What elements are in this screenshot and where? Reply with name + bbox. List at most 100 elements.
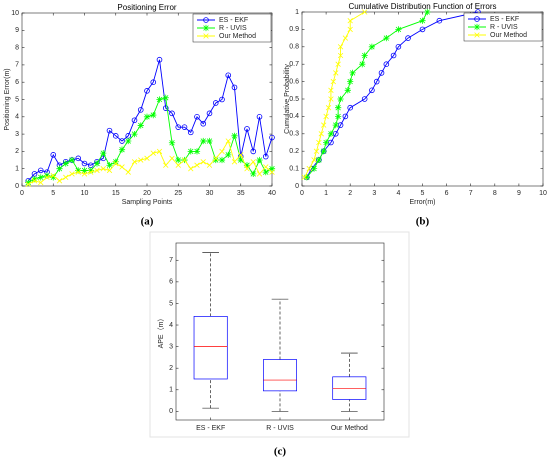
marker: [269, 134, 275, 141]
marker: [106, 167, 113, 174]
x-tick-label: Our Method: [331, 425, 368, 432]
x-tick-label: 10: [539, 190, 547, 197]
marker: [93, 160, 101, 167]
marker: [315, 156, 322, 164]
x-tick-label: 7: [469, 190, 473, 197]
marker: [112, 158, 119, 165]
marker: [131, 159, 138, 165]
marker: [332, 121, 339, 129]
marker: [322, 139, 330, 146]
x-tick-label: 4: [396, 190, 400, 197]
y-tick-label: 6: [169, 279, 173, 286]
x-tick-label: 6: [445, 190, 449, 197]
x-tick-label: R - UVIS: [266, 425, 294, 432]
x-tick-label: 40: [268, 190, 276, 197]
marker: [342, 35, 349, 41]
box: [332, 376, 367, 400]
marker: [395, 26, 402, 33]
y-tick-label: 9: [15, 27, 19, 34]
marker: [347, 18, 353, 24]
marker: [419, 17, 426, 24]
marker: [256, 156, 263, 164]
marker: [119, 138, 125, 144]
marker: [175, 162, 181, 168]
marker: [100, 166, 106, 172]
y-tick-label: 10: [11, 10, 19, 17]
caption: (c): [274, 446, 287, 458]
marker: [37, 167, 44, 174]
marker: [162, 105, 169, 111]
marker: [163, 162, 169, 168]
marker: [361, 52, 368, 59]
y-tick-label: 6: [15, 79, 19, 86]
x-tick-label: 5: [51, 190, 55, 197]
marker: [383, 61, 390, 67]
marker: [361, 96, 368, 102]
chart-title: Positioning Error: [117, 3, 176, 12]
y-tick-label: 0.2: [289, 148, 299, 155]
marker: [188, 166, 194, 172]
marker: [193, 148, 201, 155]
marker: [175, 124, 182, 130]
y-tick-label: 0.6: [289, 78, 299, 85]
marker: [131, 117, 138, 124]
x-tick-label: 0: [300, 190, 304, 197]
marker: [262, 169, 269, 176]
marker: [75, 155, 82, 162]
y-tick-label: 7: [15, 62, 19, 69]
marker: [250, 148, 257, 155]
y-tick-label: 2: [15, 148, 19, 155]
marker: [106, 162, 113, 169]
box: [193, 316, 228, 380]
marker: [203, 33, 209, 39]
marker: [212, 100, 219, 106]
x-axis-label: Sampling Points: [122, 199, 173, 206]
marker: [150, 79, 157, 85]
marker: [37, 174, 44, 181]
marker: [474, 32, 480, 38]
marker: [187, 129, 194, 136]
y-tick-label: 4: [169, 322, 173, 329]
x-tick-label: 2: [348, 190, 352, 197]
marker: [87, 167, 94, 174]
marker: [316, 139, 322, 146]
marker: [405, 35, 411, 41]
marker: [125, 169, 131, 175]
marker: [327, 130, 335, 137]
y-tick-label: 5: [169, 300, 173, 307]
marker: [131, 130, 138, 138]
marker: [38, 179, 44, 186]
marker: [330, 78, 337, 85]
marker: [25, 179, 32, 186]
series-line: [304, 11, 365, 178]
marker: [361, 9, 368, 15]
marker: [106, 127, 113, 134]
marker: [169, 110, 175, 117]
y-tick-label: 0.9: [289, 26, 299, 33]
marker: [168, 139, 176, 146]
x-tick-label: 1: [324, 190, 328, 197]
legend-label: ES - EKF: [219, 17, 248, 24]
marker: [144, 155, 150, 162]
y-tick-label: 0: [15, 183, 19, 190]
marker: [125, 137, 132, 145]
marker: [321, 122, 327, 128]
marker: [325, 105, 332, 111]
marker: [369, 87, 375, 94]
marker: [156, 56, 163, 63]
marker: [335, 104, 342, 111]
marker: [56, 165, 63, 172]
marker: [390, 52, 397, 59]
marker: [424, 8, 431, 16]
marker: [303, 174, 310, 181]
marker: [344, 87, 351, 94]
y-tick-label: 0.1: [289, 165, 299, 172]
series-line: [27, 59, 273, 182]
y-tick-label: 5: [15, 96, 19, 103]
y-tick-label: 0.5: [289, 96, 299, 103]
panel-frame: [149, 231, 410, 438]
marker: [156, 148, 163, 155]
marker: [119, 164, 125, 170]
marker: [473, 23, 481, 31]
marker: [137, 107, 144, 113]
